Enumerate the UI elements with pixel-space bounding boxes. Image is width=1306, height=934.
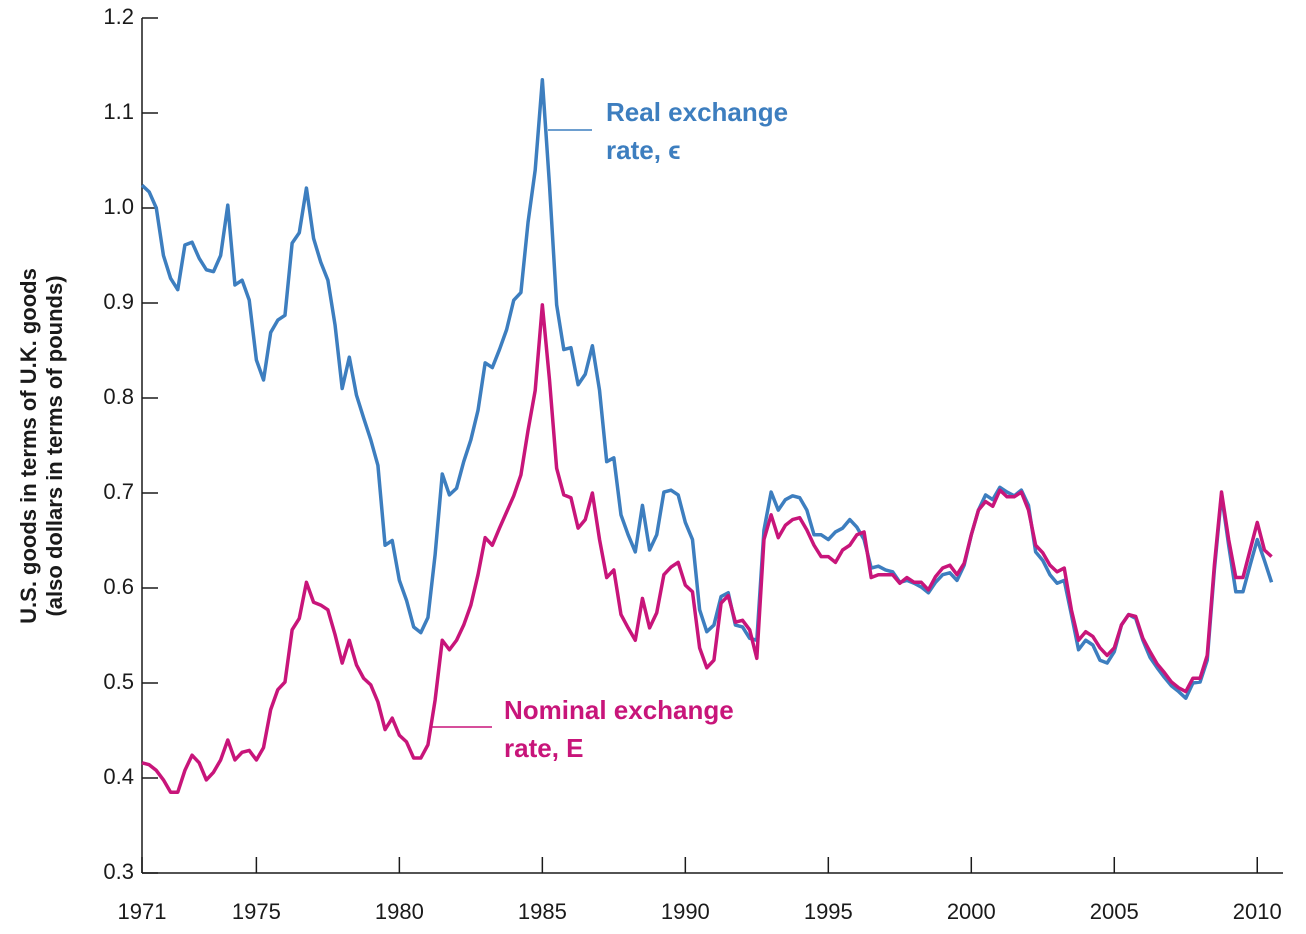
series-line xyxy=(140,78,1274,700)
y-axis-label: U.S. goods in terms of U.K. goods (also … xyxy=(16,268,67,624)
x-tick-label: 2010 xyxy=(1233,899,1282,924)
y-tick-label: 0.8 xyxy=(103,384,134,409)
y-tick-label: 0.4 xyxy=(103,764,134,789)
y-tick-label: 0.3 xyxy=(103,859,134,884)
annotation: rate, E xyxy=(504,733,584,763)
y-tick-label: 0.7 xyxy=(103,479,134,504)
y-tick-label: 1.1 xyxy=(103,99,134,124)
y-tick-label: 0.9 xyxy=(103,289,134,314)
x-tick-label: 1990 xyxy=(661,899,710,924)
annotation: rate, ϵ xyxy=(606,135,681,165)
y-label-line: U.S. goods in terms of U.K. goods xyxy=(16,268,41,624)
y-tick-label: 0.5 xyxy=(103,669,134,694)
x-tick-label: 2000 xyxy=(947,899,996,924)
x-tick-label: 2005 xyxy=(1090,899,1139,924)
x-tick-label: 1975 xyxy=(232,899,281,924)
x-tick-label: 1985 xyxy=(518,899,567,924)
y-label-line: (also dollars in terms of pounds) xyxy=(42,275,67,616)
series-line xyxy=(141,303,1273,794)
y-tick-label: 1.2 xyxy=(103,4,134,29)
x-tick-label: 1995 xyxy=(804,899,853,924)
y-tick-label: 1.0 xyxy=(103,194,134,219)
y-tick-label: 0.6 xyxy=(103,574,134,599)
annotation: Nominal exchange xyxy=(504,695,734,725)
x-tick-label: 1971 xyxy=(118,899,167,924)
x-tick-label: 1980 xyxy=(375,899,424,924)
annotation: Real exchange xyxy=(606,97,788,127)
